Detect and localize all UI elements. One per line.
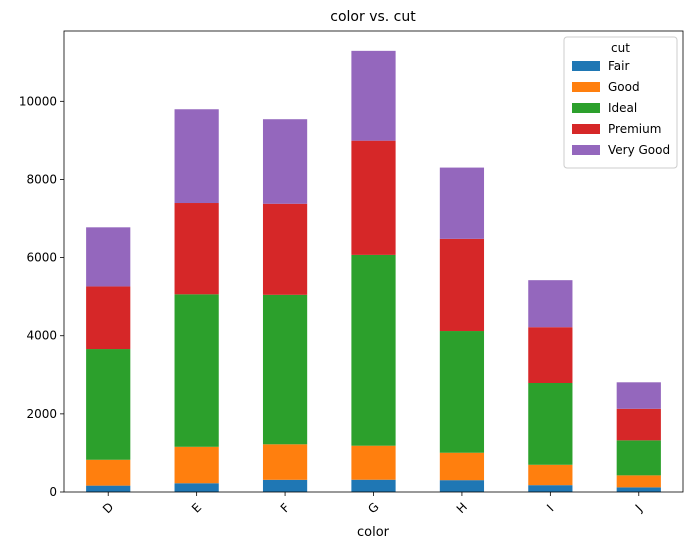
x-tick-label: E — [189, 500, 204, 515]
bar-very-good-D — [86, 227, 131, 287]
y-tick-label: 2000 — [26, 407, 57, 421]
x-axis-label: color — [357, 525, 390, 540]
bar-good-E — [174, 446, 219, 484]
bar-premium-J — [616, 408, 661, 441]
y-tick-label: 6000 — [26, 251, 57, 265]
x-axis: D E F G H I J — [100, 492, 645, 516]
plot-frame — [63, 30, 684, 493]
bar-ideal-E — [174, 294, 219, 447]
y-axis: 0 2000 4000 6000 8000 10000 — [19, 94, 64, 499]
bar-premium-F — [262, 203, 308, 295]
legend-label: Premium — [608, 122, 661, 136]
legend-title: cut — [611, 41, 630, 55]
bar-premium-I — [528, 327, 573, 384]
bar-good-H — [439, 452, 485, 481]
legend-label: Ideal — [608, 101, 637, 115]
bar-fair-H — [439, 480, 485, 492]
bar-fair-E — [174, 483, 219, 492]
bar-fair-I — [528, 485, 573, 492]
bar-fair-G — [351, 479, 396, 492]
legend-swatch — [572, 82, 600, 92]
bar-good-G — [351, 445, 396, 480]
bar-premium-G — [351, 140, 396, 255]
bar-ideal-F — [262, 294, 308, 445]
legend-swatch — [572, 61, 600, 71]
bar-very-good-H — [439, 167, 485, 239]
y-tick-label: 0 — [49, 485, 57, 499]
bar-good-I — [528, 464, 573, 486]
bar-good-J — [616, 475, 661, 488]
bar-premium-E — [174, 203, 219, 295]
legend-swatch — [572, 145, 600, 155]
legend-label: Very Good — [608, 143, 670, 157]
bar-very-good-G — [351, 50, 396, 141]
x-tick-label: F — [278, 501, 293, 516]
x-tick-label: I — [544, 502, 556, 514]
bar-very-good-E — [174, 109, 219, 204]
bar-very-good-J — [616, 382, 661, 409]
bar-ideal-J — [616, 440, 661, 476]
bar-good-F — [262, 444, 308, 480]
bar-fair-F — [262, 479, 308, 492]
legend: cut Fair Good Ideal Premium Very Good — [563, 36, 678, 169]
x-tick-label: G — [365, 500, 381, 516]
x-tick-label: D — [100, 500, 116, 516]
bar-ideal-I — [528, 383, 573, 465]
x-tick-label: J — [632, 502, 645, 515]
legend-label: Good — [608, 80, 640, 94]
bar-very-good-F — [262, 119, 308, 204]
legend-swatch — [572, 124, 600, 134]
bar-fair-J — [616, 487, 661, 492]
bar-very-good-I — [528, 280, 573, 328]
y-tick-label: 8000 — [26, 172, 57, 186]
x-tick-label: H — [454, 500, 470, 516]
bar-premium-H — [439, 238, 485, 332]
bar-ideal-G — [351, 254, 396, 446]
chart-title: color vs. cut — [330, 9, 416, 25]
bar-ideal-H — [439, 331, 485, 453]
y-tick-label: 4000 — [26, 329, 57, 343]
bar-good-D — [86, 459, 131, 486]
y-tick-label: 10000 — [19, 94, 57, 108]
bars-group — [86, 50, 661, 492]
legend-label: Fair — [608, 59, 629, 73]
bar-fair-D — [86, 485, 131, 492]
bar-ideal-D — [86, 349, 131, 460]
bar-premium-D — [86, 286, 131, 350]
legend-swatch — [572, 103, 600, 113]
